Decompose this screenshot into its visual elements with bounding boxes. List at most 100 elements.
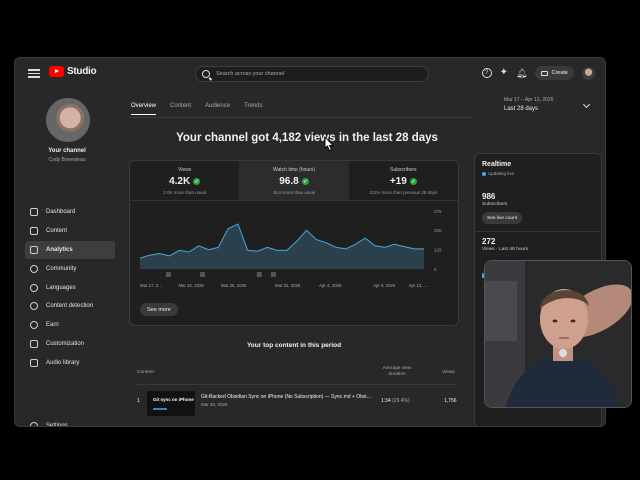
search-input[interactable]: Search across your channel xyxy=(216,71,285,77)
kpi-number: 96.8 xyxy=(279,176,299,187)
channel-avatar[interactable] xyxy=(46,98,90,142)
sidebar-item-analytics[interactable]: Analytics xyxy=(25,240,115,260)
video-title[interactable]: Git-Backed Obsidian Sync on iPhone (No S… xyxy=(201,394,371,400)
chevron-down-icon[interactable] xyxy=(582,100,591,109)
video-views: 1,756 xyxy=(444,398,457,404)
mouse-cursor-icon xyxy=(324,136,335,152)
kpi-card[interactable]: Views 4.2K ✓ 2.0K more than usual xyxy=(130,161,239,200)
video-marker-icon xyxy=(165,272,171,277)
column-content[interactable]: Content xyxy=(137,370,154,375)
video-marker-icon xyxy=(199,272,205,277)
kpi-label: Watch time (hours) xyxy=(272,167,316,173)
webcam-person-image xyxy=(485,261,631,407)
overview-stats-card: Views 4.2K ✓ 2.0K more than usual Watch time… xyxy=(129,160,459,326)
search-bar[interactable]: Search across your channel xyxy=(195,66,429,82)
gear-icon xyxy=(30,422,38,426)
earn-icon xyxy=(30,321,38,330)
logo-text: Studio xyxy=(67,66,97,77)
column-views[interactable]: Views xyxy=(442,370,455,375)
date-range-picker[interactable]: Mar 17 – Apr 13, 2026 Last 28 days xyxy=(504,97,553,112)
kpi-number: 4.2K xyxy=(169,176,191,187)
sidebar-item-earn[interactable]: Earn xyxy=(25,316,115,335)
sidebar-item-label: Community xyxy=(46,265,77,272)
x-tick-label: Apr 13, … xyxy=(409,283,428,288)
sidebar-item-settings[interactable]: Settings xyxy=(25,417,115,426)
realtime-live-status: Updating live xyxy=(482,171,514,176)
video-thumbnail[interactable]: Git sync on iPhone xyxy=(147,391,195,416)
realtime-views-label: Views · Last 48 hours xyxy=(482,247,529,252)
content-icon xyxy=(30,227,38,236)
realtime-bar xyxy=(482,273,484,278)
date-range-dates: Mar 17 – Apr 13, 2026 xyxy=(504,97,554,103)
sidebar-item-label: Earn xyxy=(46,322,59,329)
kpi-subtext: 36.8 more than usual xyxy=(272,190,316,195)
live-text: Updating live xyxy=(488,171,515,176)
community-icon xyxy=(30,264,38,273)
sidebar-item-label: Languages xyxy=(46,284,76,291)
x-tick-label: Mar 31, 2026 xyxy=(275,283,301,288)
top-icons: ? ✦ 🔔︎ Create xyxy=(481,66,595,80)
bell-icon[interactable]: 🔔︎ xyxy=(516,68,528,78)
x-tick-label: Apr 9, 2026 xyxy=(373,283,396,288)
sidebar-item-customization[interactable]: Customization xyxy=(25,335,115,354)
top-bar: Studio Search across your channel ? ✦ 🔔︎… xyxy=(15,58,605,90)
thumbnail-text: Git sync on iPhone xyxy=(153,397,194,402)
page-headline: Your channel got 4,182 views in the last… xyxy=(176,132,438,144)
webcam-overlay xyxy=(484,260,632,408)
analytics-icon xyxy=(30,245,38,254)
realtime-subscribers-label: Subscribers xyxy=(482,202,508,207)
check-circle-icon: ✓ xyxy=(301,178,309,185)
video-date: Mar 20, 2026 xyxy=(201,402,228,407)
tab-audience[interactable]: Audience xyxy=(205,103,231,109)
sidebar-item-label: Content xyxy=(46,228,68,235)
sidebar-item-label: Dashboard xyxy=(46,209,76,216)
create-button[interactable]: Create xyxy=(535,66,574,80)
sidebar-bottom-nav: SettingsSend feedback xyxy=(25,417,115,426)
dashboard-icon xyxy=(30,208,38,217)
check-circle-icon: ✓ xyxy=(409,178,417,185)
kpi-card[interactable]: Subscribers +19 ✓ 111% more than previous 2… xyxy=(349,161,458,200)
tab-content[interactable]: Content xyxy=(170,103,192,109)
channel-title: Your channel xyxy=(48,148,86,154)
live-dot-icon xyxy=(482,171,486,176)
help-icon[interactable]: ? xyxy=(481,68,492,78)
kpi-label: Subscribers xyxy=(390,167,417,173)
x-tick-label: Mar 26, 2026 xyxy=(221,283,247,288)
create-label: Create xyxy=(551,70,568,76)
sidebar-item-community[interactable]: Community xyxy=(25,259,115,278)
sidebar-item-languages[interactable]: Languages xyxy=(25,278,115,297)
table-row[interactable]: 1 Git sync on iPhone Git-Backed Obsidian… xyxy=(137,384,457,416)
sidebar-item-dashboard[interactable]: Dashboard xyxy=(25,203,115,222)
realtime-subscribers: 986 xyxy=(482,192,496,201)
menu-icon[interactable] xyxy=(28,67,40,79)
kpi-card[interactable]: Watch time (hours) 96.8 ✓ 36.8 more than us… xyxy=(239,161,349,200)
see-live-count-button[interactable]: See live count xyxy=(482,212,523,224)
column-avd[interactable]: Average view duration xyxy=(382,366,412,377)
avatar[interactable] xyxy=(582,66,595,80)
sidebar-item-label: Audio library xyxy=(46,359,80,366)
sidebar-item-audio-library[interactable]: Audio library xyxy=(25,353,115,372)
y-tick-label: 375 xyxy=(434,209,442,214)
realtime-divider xyxy=(475,231,601,232)
thumbnail-accent xyxy=(153,408,167,410)
tab-trends[interactable]: Trends xyxy=(244,103,263,109)
top-content-title: Your top content in this period xyxy=(246,342,342,349)
kpi-subtext: 111% more than previous 28 days xyxy=(369,190,438,195)
kpi-value: 4.2K ✓ xyxy=(130,176,239,187)
sidebar-item-content-detection[interactable]: Content detection xyxy=(25,297,115,316)
kpi-row: Views 4.2K ✓ 2.0K more than usual Watch time… xyxy=(130,161,458,201)
area-fill xyxy=(140,224,424,269)
video-marker-icon xyxy=(270,272,276,277)
tab-overview[interactable]: Overview xyxy=(131,103,157,115)
sparkle-icon[interactable]: ✦ xyxy=(499,67,509,78)
sidebar-item-content[interactable]: Content xyxy=(25,222,115,241)
see-more-button[interactable]: See more xyxy=(140,303,178,316)
video-avd: 1:34 (29.4%) xyxy=(381,398,410,404)
studio-logo[interactable]: Studio xyxy=(49,66,97,77)
x-tick-label: Mar 22, 2026 xyxy=(178,283,204,288)
kpi-value: 96.8 ✓ xyxy=(239,176,348,187)
analytics-tabs: Overview Content Audience Trends xyxy=(131,103,263,115)
series-line xyxy=(139,223,424,259)
create-icon xyxy=(541,70,549,76)
check-circle-icon: ✓ xyxy=(193,178,201,185)
